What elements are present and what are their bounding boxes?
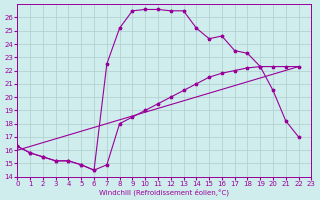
X-axis label: Windchill (Refroidissement éolien,°C): Windchill (Refroidissement éolien,°C)	[100, 188, 229, 196]
